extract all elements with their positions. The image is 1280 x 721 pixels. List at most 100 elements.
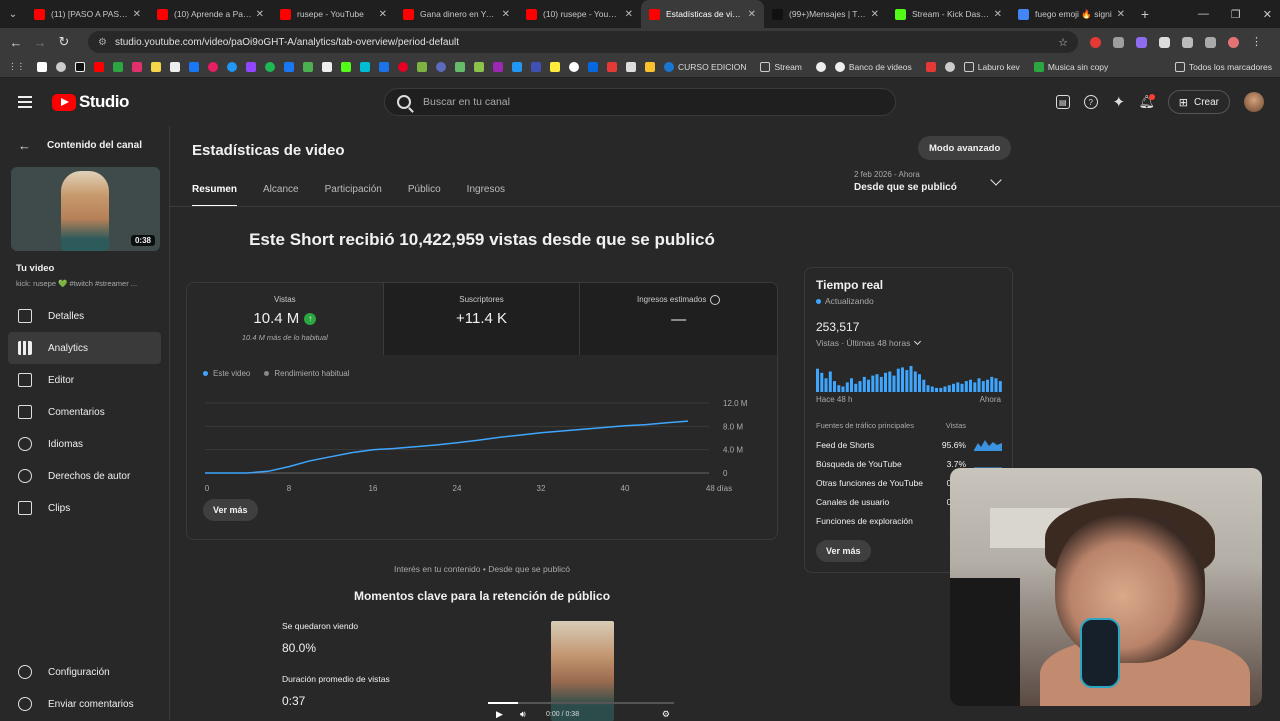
- tab-alcance[interactable]: Alcance: [263, 184, 299, 195]
- notifications-bell-icon[interactable]: 🔔︎: [1138, 94, 1156, 109]
- metric-subscribers[interactable]: Suscriptores +11.4 K: [383, 283, 581, 355]
- restore-icon[interactable]: ❐: [1230, 8, 1241, 21]
- bookmark-icon[interactable]: [151, 61, 161, 72]
- tab-close-icon[interactable]: ✕: [255, 8, 264, 20]
- tab-close-icon[interactable]: ✕: [501, 8, 510, 20]
- bookmark-icon[interactable]: [132, 61, 142, 72]
- realtime-metric-selector[interactable]: Vistas · Últimas 48 horas: [816, 337, 922, 348]
- extension-pen-icon[interactable]: [1113, 36, 1124, 48]
- account-avatar[interactable]: [1244, 92, 1264, 112]
- apps-grid-icon[interactable]: ⋮⋮: [8, 61, 25, 71]
- forward-icon[interactable]: →: [33, 34, 47, 50]
- tab-público[interactable]: Público: [407, 184, 441, 195]
- bookmark-icon[interactable]: [94, 61, 104, 72]
- progress-track[interactable]: [488, 702, 674, 704]
- help-icon[interactable]: ?: [1083, 95, 1098, 109]
- bookmark-icon[interactable]: [303, 61, 313, 72]
- sidebar-item-clips[interactable]: Clips: [0, 492, 169, 524]
- search-input[interactable]: [423, 96, 863, 108]
- sidebar-item-idiomas[interactable]: Idiomas: [0, 428, 169, 460]
- sidebar-item-editor[interactable]: Editor: [0, 364, 169, 396]
- url-field[interactable]: ⚙ studio.youtube.com/video/paOi9oGHT-A/a…: [88, 31, 1078, 53]
- bookmark-banco-videos[interactable]: Banco de videos: [834, 61, 912, 72]
- bookmark-icon[interactable]: [284, 61, 294, 72]
- realtime-see-more-button[interactable]: Ver más: [816, 540, 871, 562]
- bookmark-icon[interactable]: [474, 61, 484, 72]
- bookmark-icon[interactable]: [265, 61, 275, 72]
- bookmark-icon[interactable]: [550, 61, 560, 72]
- media-controls-icon[interactable]: [1205, 36, 1216, 48]
- bookmark-icon[interactable]: [360, 61, 370, 72]
- all-bookmarks[interactable]: Todos los marcadores: [1174, 61, 1272, 72]
- bookmark-icon[interactable]: [246, 61, 256, 72]
- bookmark-icon[interactable]: [645, 61, 655, 72]
- advanced-mode-button[interactable]: Modo avanzado: [918, 136, 1012, 160]
- bookmark-icon[interactable]: [208, 61, 218, 72]
- bookmark-icon[interactable]: [170, 61, 180, 72]
- volume-icon[interactable]: 🔊︎: [520, 709, 526, 719]
- bookmark-stream[interactable]: Stream: [760, 61, 802, 72]
- browser-tab[interactable]: (10) Aprende a Pathe ✕: [149, 0, 272, 28]
- bookmark-icon[interactable]: [341, 61, 351, 72]
- sidebar-item-configuración[interactable]: Configuración: [0, 656, 170, 688]
- studio-logo[interactable]: Studio: [52, 92, 129, 112]
- bookmark-icon[interactable]: [379, 61, 389, 72]
- browser-tab[interactable]: rusepe - YouTube ✕: [272, 0, 395, 28]
- bookmark-icon[interactable]: [322, 61, 332, 72]
- tab-close-icon[interactable]: ✕: [993, 8, 1002, 20]
- browser-tab[interactable]: (11) [PASO A PASO] C ✕: [26, 0, 149, 28]
- sidebar-item-analytics[interactable]: Analytics: [8, 332, 161, 364]
- tab-close-icon[interactable]: ✕: [132, 8, 141, 20]
- bookmark-musica-sin-copy[interactable]: Musica sin copy: [1033, 61, 1108, 72]
- tab-ingresos[interactable]: Ingresos: [466, 184, 506, 195]
- bookmark-curso-edicion[interactable]: CURSO EDICION: [664, 61, 746, 72]
- bookmark-icon[interactable]: [56, 61, 66, 72]
- bookmark-icon[interactable]: [417, 61, 427, 72]
- channel-search[interactable]: [384, 88, 896, 116]
- tab-close-icon[interactable]: ✕: [1116, 8, 1125, 20]
- tab-close-icon[interactable]: ✕: [870, 8, 879, 20]
- tab-participación[interactable]: Participación: [324, 184, 382, 195]
- tab-close-icon[interactable]: ✕: [378, 8, 387, 20]
- tab-resumen[interactable]: Resumen: [192, 184, 238, 207]
- bookmark-icon[interactable]: [607, 61, 617, 72]
- tab-close-icon[interactable]: ✕: [624, 8, 633, 20]
- reload-icon[interactable]: ↻: [58, 34, 70, 49]
- bookmark-star-icon[interactable]: ☆: [1058, 36, 1068, 49]
- bookmark-icon[interactable]: [436, 61, 446, 72]
- play-icon[interactable]: ▶: [496, 709, 503, 719]
- bookmark-icon[interactable]: [37, 61, 47, 72]
- back-icon[interactable]: ←: [9, 34, 23, 50]
- browser-tab[interactable]: (99+)Mensajes | TikTo ✕: [764, 0, 887, 28]
- bookmark-icon[interactable]: [815, 61, 826, 72]
- bookmark-icon[interactable]: [113, 61, 123, 72]
- sidebar-item-derechos-de-autor[interactable]: Derechos de autor: [0, 460, 169, 492]
- see-more-button[interactable]: Ver más: [203, 499, 258, 521]
- video-thumbnail[interactable]: 0:38: [11, 167, 160, 251]
- extensions-puzzle-icon[interactable]: [1182, 36, 1193, 48]
- metric-revenue[interactable]: Ingresos estimados —: [580, 283, 777, 355]
- bookmark-icon[interactable]: [569, 61, 579, 72]
- bookmark-icon[interactable]: [944, 61, 955, 72]
- tab-search-icon[interactable]: ⌄: [8, 8, 18, 20]
- minimize-icon[interactable]: —: [1197, 8, 1209, 20]
- bookmark-icon[interactable]: [455, 61, 465, 72]
- tab-close-icon[interactable]: ✕: [747, 8, 756, 20]
- extension-red-icon[interactable]: [1090, 36, 1101, 48]
- back-to-content-button[interactable]: ← Contenido del canal: [0, 126, 169, 153]
- bookmark-icon[interactable]: [531, 61, 541, 72]
- bookmark-icon[interactable]: [512, 61, 522, 72]
- bookmark-icon[interactable]: [227, 61, 237, 72]
- bookmark-icon[interactable]: [925, 61, 936, 72]
- sidebar-item-enviar-comentarios[interactable]: Enviar comentarios: [0, 688, 170, 720]
- sidebar-item-comentarios[interactable]: Comentarios: [0, 396, 169, 428]
- site-info-icon[interactable]: ⚙: [98, 36, 107, 48]
- browser-tab[interactable]: Stream - Kick Dashbo ✕: [887, 0, 1010, 28]
- browser-tab[interactable]: Gana dinero en YouTu ✕: [395, 0, 518, 28]
- profile-icon[interactable]: [1228, 36, 1239, 48]
- bookmark-laburo-kev[interactable]: Laburo kev: [963, 61, 1020, 72]
- bookmark-icon[interactable]: [588, 61, 598, 72]
- browser-menu-icon[interactable]: ⋮: [1251, 35, 1262, 48]
- close-window-icon[interactable]: ✕: [1262, 8, 1272, 21]
- period-selector[interactable]: 2 feb 2026 - Ahora Desde que se publicó: [854, 170, 1002, 193]
